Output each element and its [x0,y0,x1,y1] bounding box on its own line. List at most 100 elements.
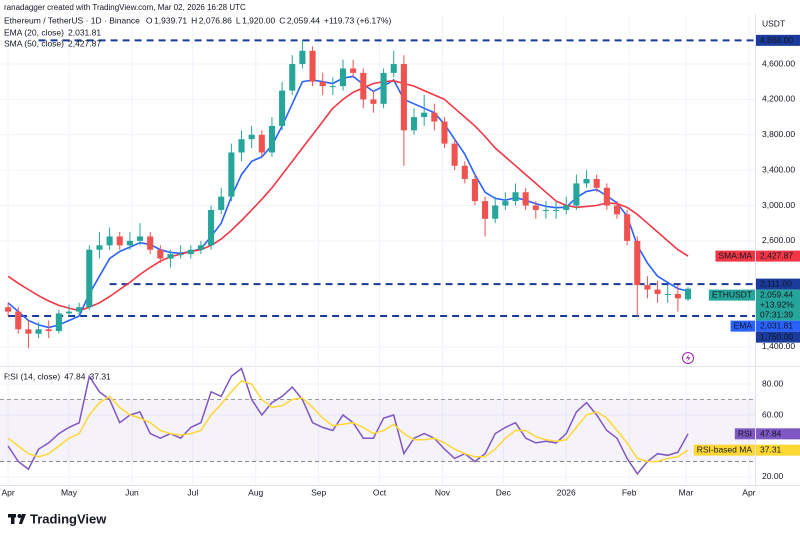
price-tag [756,331,800,343]
candle-body [136,236,144,241]
candle-body [603,187,610,206]
x-tick-label: Jul [187,487,198,497]
attribution: ranadagger created with TradingView.com,… [4,3,246,12]
price-tag [756,444,800,456]
price-tag [756,320,800,332]
legend-text: H [191,15,197,25]
candle-body [654,289,661,294]
legend-text: O [146,15,153,25]
legend-text: 2,059.44 [287,15,320,25]
candle-body [512,192,519,202]
price-tag-label: 2,111.00 [760,279,792,289]
candle-body [613,205,621,215]
rsi-title: RSI (14, close) [4,371,60,381]
candle-body [482,201,489,219]
x-tick-label: Nov [435,487,451,497]
price-tag-label: 4,868.00 [760,35,793,45]
x-tick-label: Aug [248,487,263,497]
price-tag [756,34,800,46]
y-tick-label: 4,200.00 [762,94,795,104]
price-tag-label: 37.31 [760,445,782,455]
legend-text: EMA (20, close) [4,27,64,37]
candle-body [684,288,692,300]
legend-text: 37.31 [90,371,112,381]
x-tick-label: Mar [679,487,694,497]
rsi-line [7,380,689,463]
candle-body [441,121,448,144]
price-tag-label: 2,059.44 [760,290,793,300]
candle-body [634,240,641,286]
candle-body [187,249,194,255]
candle-body [167,254,174,259]
tag-name-box [693,444,755,456]
x-tick-label: Oct [373,487,387,497]
candle-body [45,329,52,332]
candle-body [461,165,468,179]
legend-text: 2,031.81 [68,27,101,37]
candle-body [208,209,215,246]
candle-body [674,293,681,299]
candle-body [218,196,225,210]
event-icon [686,354,691,362]
tag-name: SMA:MA [718,251,752,261]
x-tick-label: Sep [311,487,326,497]
x-tick-label: 2026 [557,487,576,497]
candle-body [86,249,93,308]
candle-body [76,307,83,312]
price-tag-line: 07:31:39 [760,310,793,320]
price-tag-label: 2,427.87 [760,251,793,261]
legend-text: 1,939.71 [154,15,187,25]
brand: TradingView [30,511,107,526]
price-tag-line: +13.92% [760,300,794,310]
candle-body [268,125,276,153]
tag-name-box [734,428,755,440]
candle-body [116,236,123,246]
grid [0,14,800,486]
y-tick-label: 80.00 [762,378,784,388]
candle-body [279,90,286,126]
tag-name-box [715,250,755,262]
y-tick-label: 4,600.00 [762,58,795,68]
x-tick-label: May [61,487,78,497]
tag-name: EMA [734,321,753,331]
candle-body [197,245,204,250]
candle-body [380,72,387,104]
candle-body [65,311,73,314]
candle-body [248,134,255,140]
candle-body [390,64,397,73]
candle-body [177,254,184,256]
candle-body [309,50,316,82]
price-tag [756,289,800,321]
candle-body [25,329,32,334]
y-tick-label: 20.00 [762,471,784,481]
x-tick-label: Apr [742,487,755,497]
candle-body [228,152,235,197]
tag-name: RSI [738,428,752,438]
x-tick-label: Jun [125,487,139,497]
candle-body [147,236,154,250]
legend-text: +119.73 (+6.17%) [324,15,392,25]
candle-body [502,201,509,206]
candle-body [410,117,418,131]
price-tag-label: 1,750.00 [760,332,793,342]
y-tick-label: 3,800.00 [762,129,795,139]
candle-body [644,285,651,290]
plot [5,39,755,476]
candle-body [553,209,560,211]
legend-text: 2,076.86 [199,15,232,25]
price-tag [756,278,800,290]
price-tag-label: 2,031.81 [760,321,793,331]
axis: Apr May Jun Jul Aug Sep Oct Nov Dec 2026 Feb Mar Apr… [2,58,796,497]
candle-body [542,209,549,211]
legend-text: 47.84 [64,371,86,381]
candle-body [258,134,265,153]
candle-body [35,329,42,334]
candle-body [238,139,245,153]
candle-body [15,311,22,330]
candle-body [5,307,12,312]
candle-body [532,205,539,210]
legend-text: 2,427.87 [68,38,101,48]
candle-body [299,50,306,65]
